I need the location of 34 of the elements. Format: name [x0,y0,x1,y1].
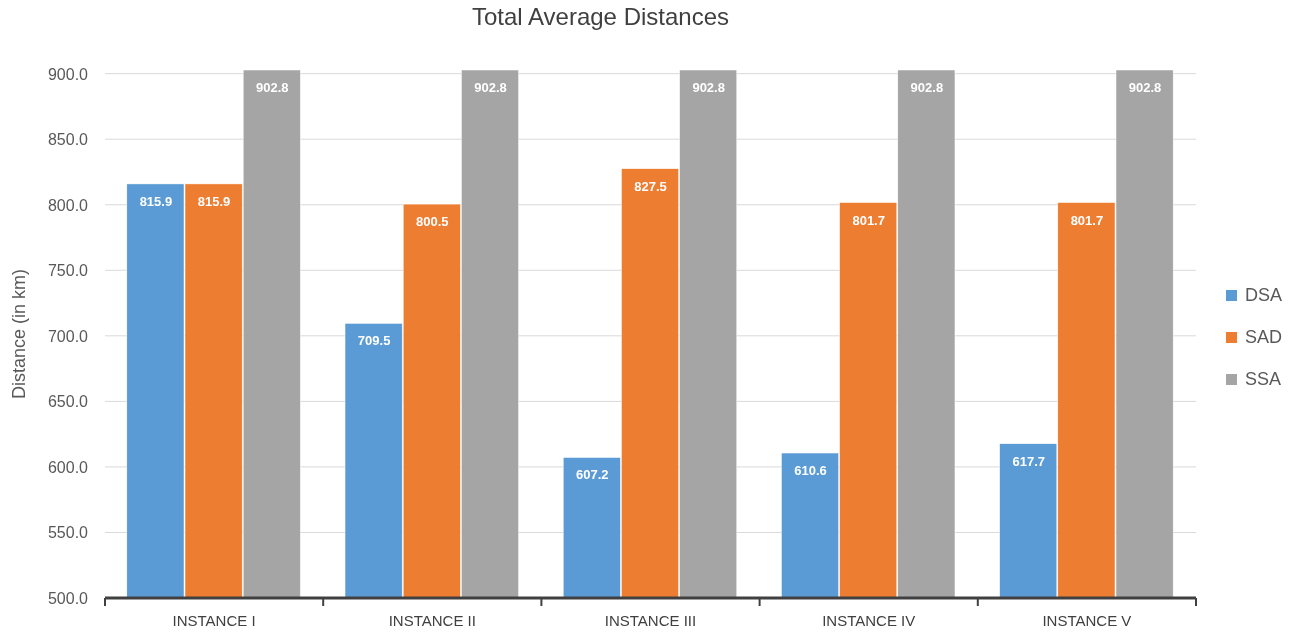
data-label: 800.5 [416,214,449,230]
y-tick-label: 550.0 [47,524,89,542]
x-tick-label: INSTANCE V [1042,612,1132,629]
legend-label: DSA [1245,285,1283,305]
data-label: 902.8 [1128,80,1162,95]
data-label: 815.9 [197,193,231,209]
y-tick-label: 650.0 [47,393,89,411]
x-tick-label: INSTANCE I [172,612,256,629]
x-tick-label: INSTANCE II [388,612,476,629]
legend-label: SAD [1245,327,1283,347]
y-tick-label: 750.0 [47,262,89,280]
data-label: 709.5 [357,333,391,349]
x-tick-label: INSTANCE IV [822,612,916,629]
y-tick-label: 700.0 [47,327,89,345]
data-label: 827.5 [634,178,667,194]
legend-label: SSA [1245,369,1282,389]
x-tick-label: INSTANCE III [604,612,697,629]
chart-title: Total Average Distances [471,3,730,30]
data-label: 815.9 [139,193,173,209]
data-label: 902.8 [692,80,725,95]
data-label: 801.7 [852,212,885,228]
y-tick-label: 900.0 [47,65,89,83]
data-label: 610.6 [794,463,827,479]
y-tick-label: 600.0 [47,458,89,476]
y-tick-label: 850.0 [47,131,89,149]
data-label: 902.8 [256,80,289,95]
y-tick-label: 800.0 [47,196,89,214]
data-label: 617.7 [1012,453,1045,469]
data-label: 801.7 [1070,212,1104,228]
y-tick-label: 500.0 [47,590,89,607]
data-label: 902.8 [474,80,507,95]
data-label: 607.2 [576,467,609,483]
y-axis-title: Distance (in km) [9,268,29,400]
data-label: 902.8 [910,80,944,95]
